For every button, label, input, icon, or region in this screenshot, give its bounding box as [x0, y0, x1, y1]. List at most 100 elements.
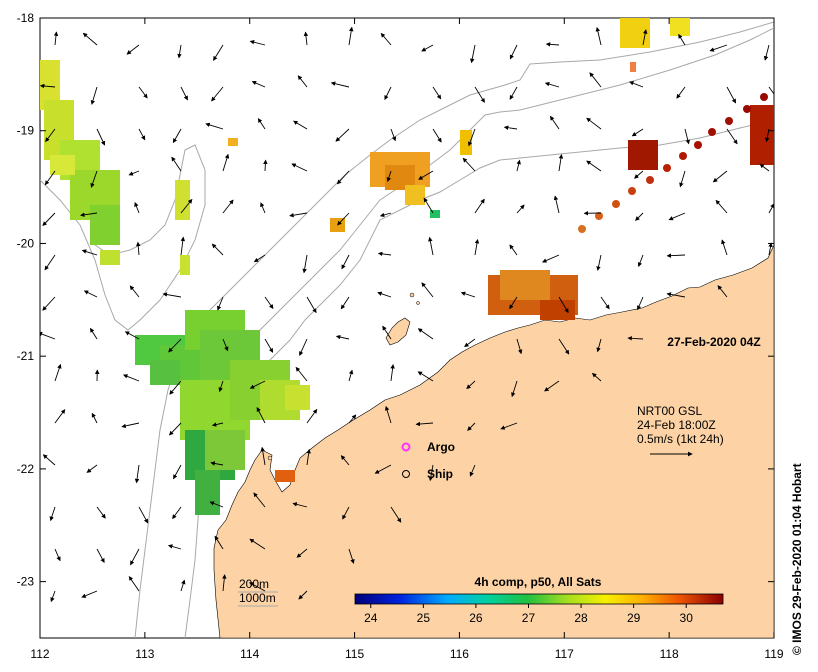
current-arrow: [54, 409, 66, 424]
colorbar-tick-label: 27: [522, 611, 536, 625]
colorbar-tick-label: 30: [680, 611, 694, 625]
current-arrow: [469, 464, 476, 477]
current-arrow: [384, 405, 392, 424]
current-arrow: [256, 407, 266, 424]
current-arrow: [291, 163, 308, 172]
colorbar: [354, 593, 724, 605]
contour-200m-label: 200m: [239, 577, 269, 591]
current-arrow: [341, 254, 350, 270]
current-arrow: [380, 32, 392, 46]
current-arrow: [340, 296, 350, 310]
current-arrow: [627, 336, 644, 341]
current-arrow: [168, 422, 182, 436]
current-arrow: [222, 338, 229, 352]
land-mainland: [213, 244, 774, 638]
current-arrow: [306, 296, 317, 314]
credit: © IMOS 29-Feb-2020 01:04 Hobart: [790, 463, 804, 655]
land-island: [267, 455, 273, 461]
x-axis: 112 113 114 115 116 117 118 119: [30, 18, 784, 661]
current-arrow: [249, 40, 266, 46]
current-arrow: [83, 290, 98, 298]
x-tick-label: 118: [660, 647, 679, 661]
current-arrow: [96, 128, 106, 146]
current-arrow: [631, 128, 644, 137]
y-axis: -18 -19 -20 -21 -22 -23: [17, 11, 774, 589]
current-arrow: [295, 366, 308, 382]
current-arrow: [306, 408, 318, 424]
current-arrow: [417, 371, 434, 382]
y-tick-label: -19: [17, 124, 35, 138]
current-arrow: [162, 292, 182, 298]
current-arrow: [54, 363, 62, 382]
current-time-label: 24-Feb 18:00Z: [637, 418, 716, 432]
current-arrow: [257, 118, 266, 130]
current-arrow: [586, 160, 602, 172]
land-barrow-island: [385, 317, 411, 346]
current-arrow: [467, 422, 476, 431]
y-tick-label: -22: [17, 462, 35, 476]
current-arrow: [768, 86, 774, 100]
current-arrow: [467, 128, 476, 147]
current-arrow: [297, 75, 308, 88]
current-arrow: [264, 296, 274, 310]
current-arrow: [377, 291, 392, 298]
current-arrow: [42, 296, 56, 311]
current-arrow: [474, 238, 480, 256]
current-arrow: [417, 328, 434, 340]
current-arrow: [218, 380, 224, 393]
current-arrow: [428, 236, 434, 256]
colorbar-tick-label: 28: [574, 611, 588, 625]
current-arrow: [128, 575, 140, 592]
current-arrow: [253, 492, 266, 508]
current-arrow: [642, 29, 648, 46]
current-arrow: [49, 506, 56, 522]
current-arrow: [421, 282, 434, 298]
current-arrow: [260, 446, 266, 466]
current-arrow: [180, 579, 186, 592]
current-arrow: [390, 506, 402, 523]
current-arrow: [172, 506, 182, 520]
current-arrow: [726, 86, 736, 104]
current-arrow: [374, 464, 392, 474]
current-arrow: [432, 86, 442, 100]
current-arrow: [303, 31, 309, 46]
contour-1000m-label: 1000m: [239, 591, 276, 605]
current-arrow: [544, 380, 560, 392]
current-arrow: [129, 285, 140, 298]
current-arrow: [470, 44, 476, 64]
current-arrow: [637, 296, 644, 311]
current-arrow: [596, 254, 602, 271]
current-arrow: [379, 212, 392, 218]
current-arrow: [348, 414, 357, 424]
current-arrow: [415, 421, 434, 427]
sst-warm-patches: [228, 18, 774, 482]
x-tick-label: 116: [450, 647, 469, 661]
current-arrow: [390, 364, 395, 382]
current-arrow: [42, 454, 56, 466]
current-arrow: [544, 81, 560, 88]
current-arrow: [167, 544, 182, 550]
current-arrow: [80, 212, 98, 218]
current-arrow: [759, 163, 770, 172]
current-arrow: [474, 198, 485, 214]
current-arrow: [213, 44, 224, 61]
current-arrow: [299, 338, 308, 356]
sst-central-plume: [135, 310, 310, 515]
current-arrow: [589, 72, 602, 88]
current-arrow: [44, 254, 56, 271]
current-arrow: [558, 296, 569, 314]
current-source-label: NRT00 GSL: [637, 404, 702, 418]
current-arrow: [135, 241, 141, 256]
current-arrow: [717, 285, 728, 298]
current-arrow: [249, 582, 266, 592]
current-arrow: [509, 86, 518, 100]
current-arrow: [712, 170, 728, 183]
x-tick-label: 117: [555, 647, 574, 661]
current-arrow: [134, 464, 140, 484]
current-arrow: [596, 338, 602, 353]
current-arrow: [721, 239, 728, 256]
current-arrow: [709, 44, 728, 52]
current-arrow: [511, 380, 518, 398]
current-arrow: [90, 170, 98, 188]
current-arrow: [81, 590, 98, 598]
